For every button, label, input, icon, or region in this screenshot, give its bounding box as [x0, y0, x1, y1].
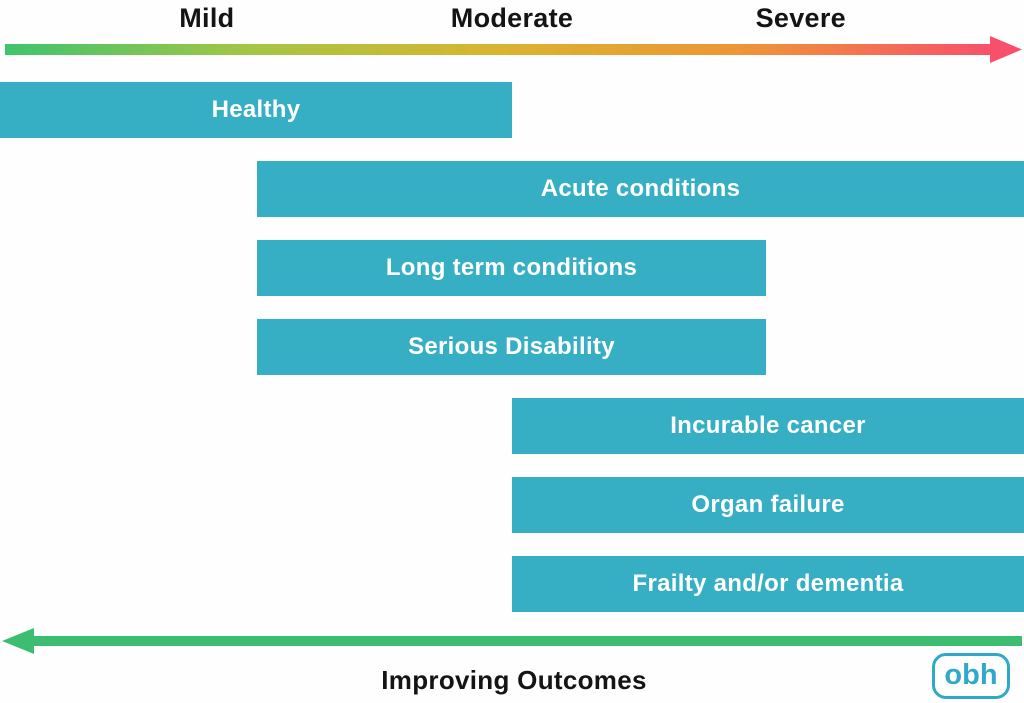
- severity-arrow-head: [990, 36, 1022, 63]
- axis-label-mild: Mild: [179, 3, 235, 33]
- condition-bar-label: Healthy: [211, 96, 301, 123]
- condition-bar-label: Serious Disability: [408, 333, 615, 360]
- obh-logo: obh: [932, 653, 1010, 699]
- condition-bar-label: Frailty and/or dementia: [632, 570, 904, 597]
- condition-bar-label: Incurable cancer: [670, 412, 866, 439]
- condition-bar-serious-disability: Serious Disability: [257, 319, 766, 375]
- condition-bar-acute-conditions: Acute conditions: [257, 161, 1024, 217]
- severity-gradient-arrow-right: [5, 36, 1022, 63]
- condition-bar-healthy: Healthy: [0, 82, 512, 138]
- condition-bar-frailty-and-or-dementia: Frailty and/or dementia: [512, 556, 1024, 612]
- axis-label-severe: Severe: [755, 3, 846, 33]
- condition-bar-label: Organ failure: [691, 491, 845, 518]
- condition-bar-incurable-cancer: Incurable cancer: [512, 398, 1024, 454]
- condition-bar-label: Acute conditions: [540, 175, 741, 202]
- outcomes-arrow-head: [2, 628, 34, 654]
- condition-bar-label: Long term conditions: [385, 254, 638, 281]
- obh-logo-text: obh: [944, 658, 998, 691]
- axis-label-moderate: Moderate: [450, 3, 574, 33]
- condition-bar-long-term-conditions: Long term conditions: [257, 240, 766, 296]
- condition-bar-organ-failure: Organ failure: [512, 477, 1024, 533]
- improving-outcomes-arrow-left: [2, 628, 1022, 654]
- severity-arrow-shaft: [5, 44, 992, 55]
- improving-outcomes-label: Improving Outcomes: [381, 665, 647, 695]
- outcomes-arrow-shaft: [30, 636, 1022, 646]
